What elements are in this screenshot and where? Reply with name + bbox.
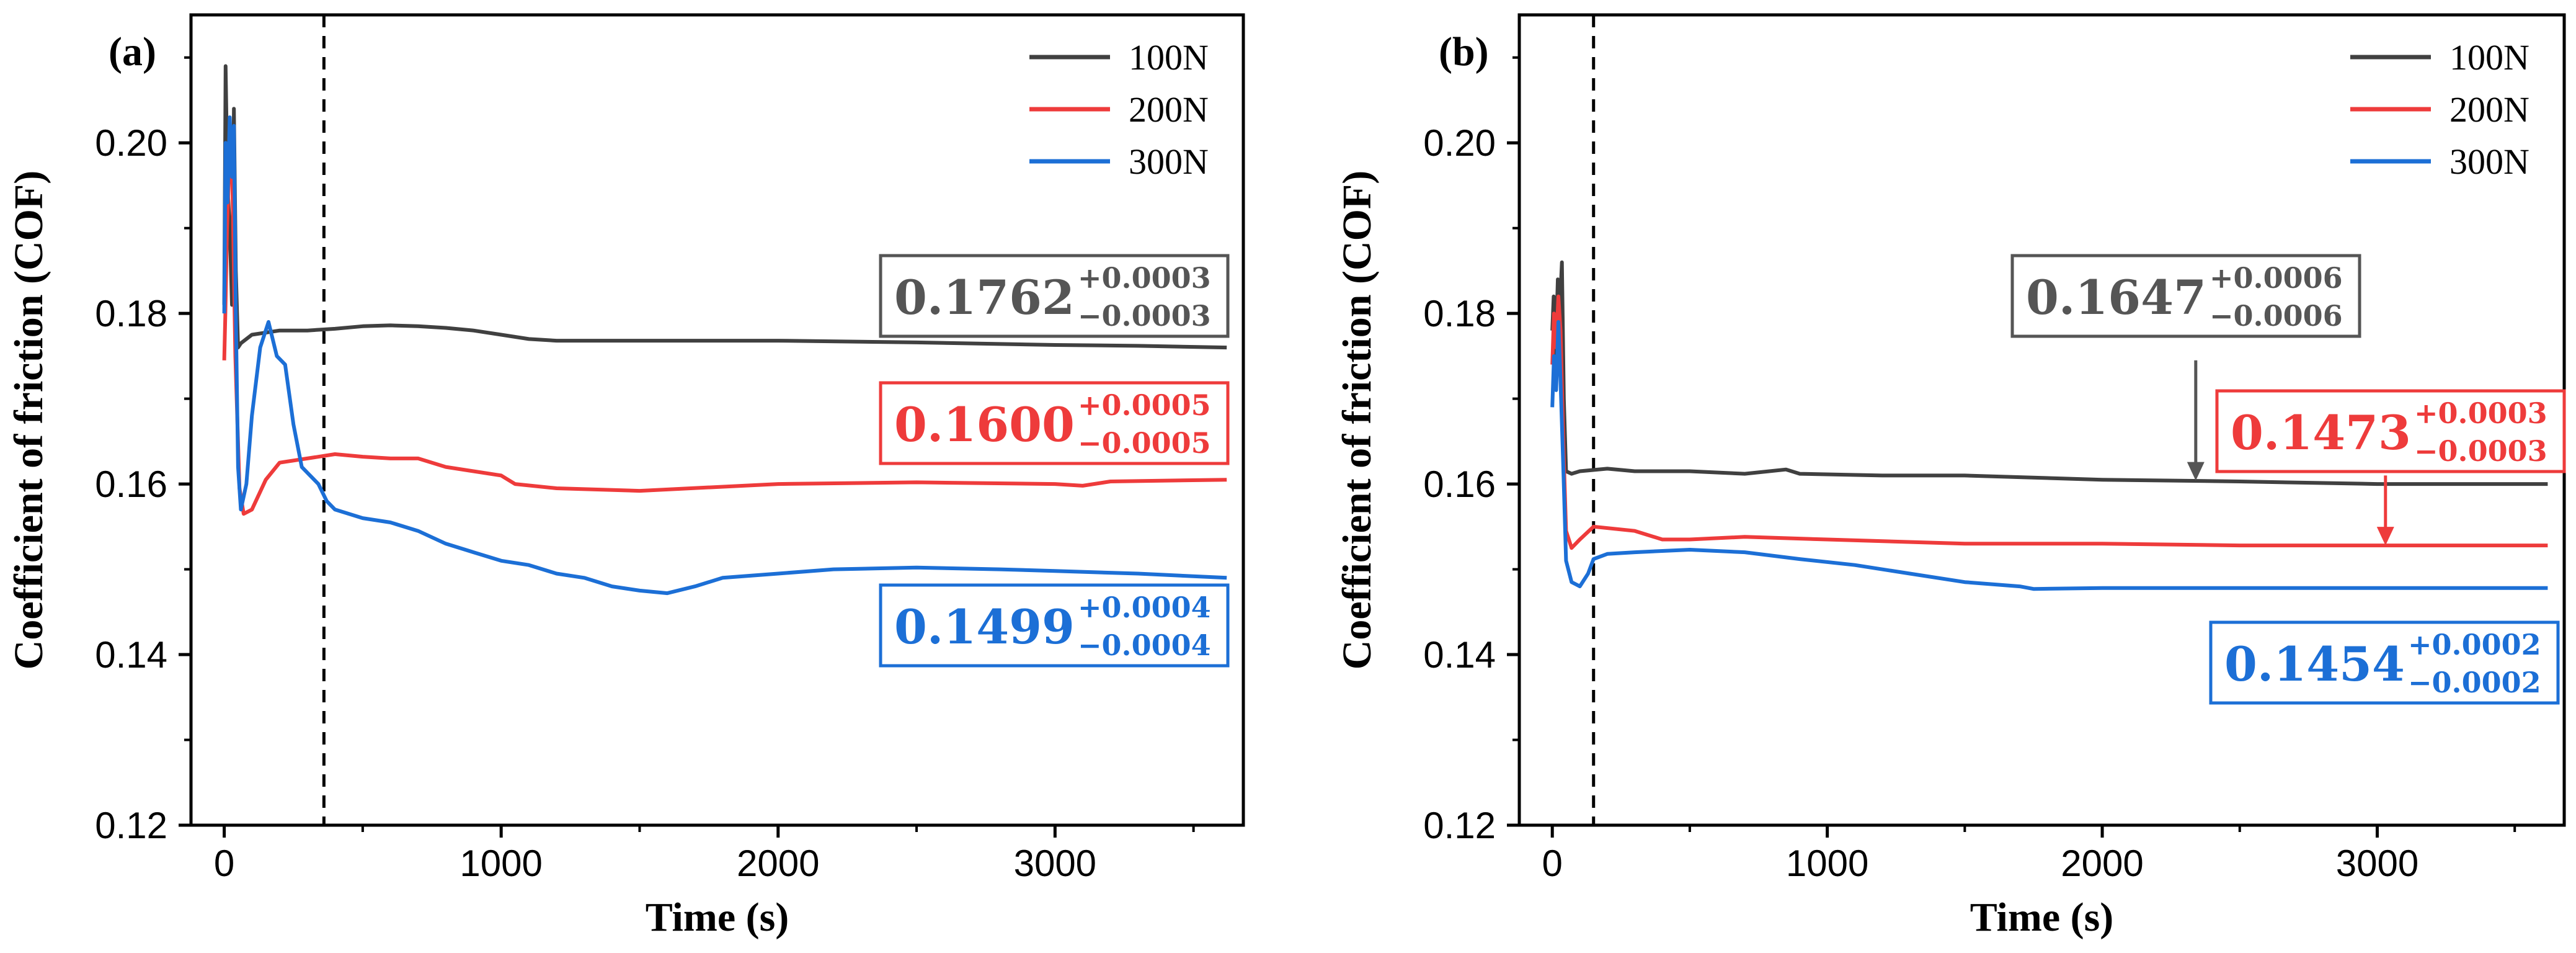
y-tick-label: 0.20 [1423, 122, 1496, 164]
y-axis-title: Coefficient of friction (COF) [1335, 171, 1380, 670]
y-tick-label: 0.16 [1423, 463, 1496, 505]
cof-upper-bound: +0.0006 [2210, 261, 2343, 295]
cof-lower-bound: −0.0005 [1078, 426, 1211, 460]
legend-label-100n: 100N [2449, 37, 2529, 78]
legend-label-200n: 200N [1129, 89, 1209, 130]
y-tick-label: 0.12 [95, 805, 167, 846]
cof-mean-value: 0.1762 [894, 270, 1075, 325]
cof-annotation-box [2209, 620, 2560, 705]
x-tick-label: 0 [1542, 843, 1563, 884]
panel-label: (b) [1439, 29, 1489, 74]
y-tick-label: 0.12 [1423, 805, 1496, 846]
cof-annotation: 0.1499 +0.0004 −0.0004 [879, 583, 1230, 668]
cof-annotation-box [2215, 389, 2566, 473]
cof-annotation-box [879, 254, 1230, 338]
cof-upper-bound: +0.0003 [2414, 396, 2547, 430]
cof-annotation-box [2010, 254, 2361, 338]
cof-mean-value: 0.1600 [894, 397, 1075, 452]
x-axis-title: Time (s) [1970, 895, 2114, 940]
plot-frame [189, 13, 1245, 827]
x-axis-title: Time (s) [646, 895, 789, 940]
series-line-200n [1550, 294, 2548, 550]
cof-annotation: 0.1454 +0.0002 −0.0002 [2209, 620, 2560, 705]
y-tick-label: 0.16 [95, 463, 167, 505]
cof-upper-bound: +0.0004 [1078, 591, 1211, 624]
chart-panel-a: 0 1000 2000 3000 0.12 0.14 0.16 0.18 0.20 Time (s… [6, 13, 1245, 940]
cof-lower-bound: −0.0002 [2408, 666, 2541, 699]
x-tick-label: 2000 [737, 843, 819, 884]
x-tick-label: 3000 [2336, 843, 2418, 884]
cof-annotation: 0.1647 +0.0006 −0.0006 [2010, 254, 2361, 338]
y-tick-label: 0.20 [95, 122, 167, 164]
legend-label-300n: 300N [2449, 141, 2529, 182]
y-tick-label: 0.18 [95, 293, 167, 334]
cof-lower-bound: −0.0003 [1078, 299, 1211, 333]
legend-label-300n: 300N [1129, 141, 1209, 182]
cof-upper-bound: +0.0003 [1078, 261, 1211, 295]
cof-annotation: 0.1762 +0.0003 −0.0003 [879, 254, 1230, 338]
annotation-arrow-head [2187, 462, 2205, 481]
series-line-300n [222, 115, 1227, 596]
cof-annotation: 0.1600 +0.0005 −0.0005 [879, 381, 1230, 465]
cof-mean-value: 0.1473 [2231, 405, 2411, 460]
cof-lower-bound: −0.0003 [2414, 434, 2547, 468]
annotation-arrow-head [2376, 527, 2394, 546]
cof-upper-bound: +0.0002 [2408, 628, 2541, 661]
y-tick-label: 0.14 [1423, 634, 1496, 676]
y-tick-label: 0.14 [95, 634, 167, 676]
panel-label: (a) [109, 29, 156, 74]
legend-label-200n: 200N [2449, 89, 2529, 130]
y-tick-label: 0.18 [1423, 293, 1496, 334]
cof-mean-value: 0.1647 [2026, 270, 2206, 325]
cof-mean-value: 0.1499 [894, 599, 1075, 655]
series-line-300n [1550, 320, 2548, 591]
chart-panel-b: 0 1000 2000 3000 0.12 0.14 0.16 0.18 0.20 Time (s… [1335, 13, 2566, 940]
x-tick-label: 1000 [460, 843, 542, 884]
cof-annotation-box [879, 583, 1230, 668]
cof-annotation-box [879, 381, 1230, 465]
x-tick-label: 1000 [1786, 843, 1868, 884]
x-tick-label: 3000 [1014, 843, 1096, 884]
x-tick-label: 0 [214, 843, 234, 884]
y-axis-title: Coefficient of friction (COF) [6, 171, 51, 670]
cof-lower-bound: −0.0006 [2210, 299, 2343, 333]
x-tick-label: 2000 [2061, 843, 2143, 884]
cof-upper-bound: +0.0005 [1078, 388, 1211, 422]
cof-lower-bound: −0.0004 [1078, 629, 1211, 662]
cof-annotation: 0.1473 +0.0003 −0.0003 [2215, 389, 2566, 473]
legend-label-100n: 100N [1129, 37, 1209, 78]
cof-mean-value: 0.1454 [2224, 637, 2405, 692]
